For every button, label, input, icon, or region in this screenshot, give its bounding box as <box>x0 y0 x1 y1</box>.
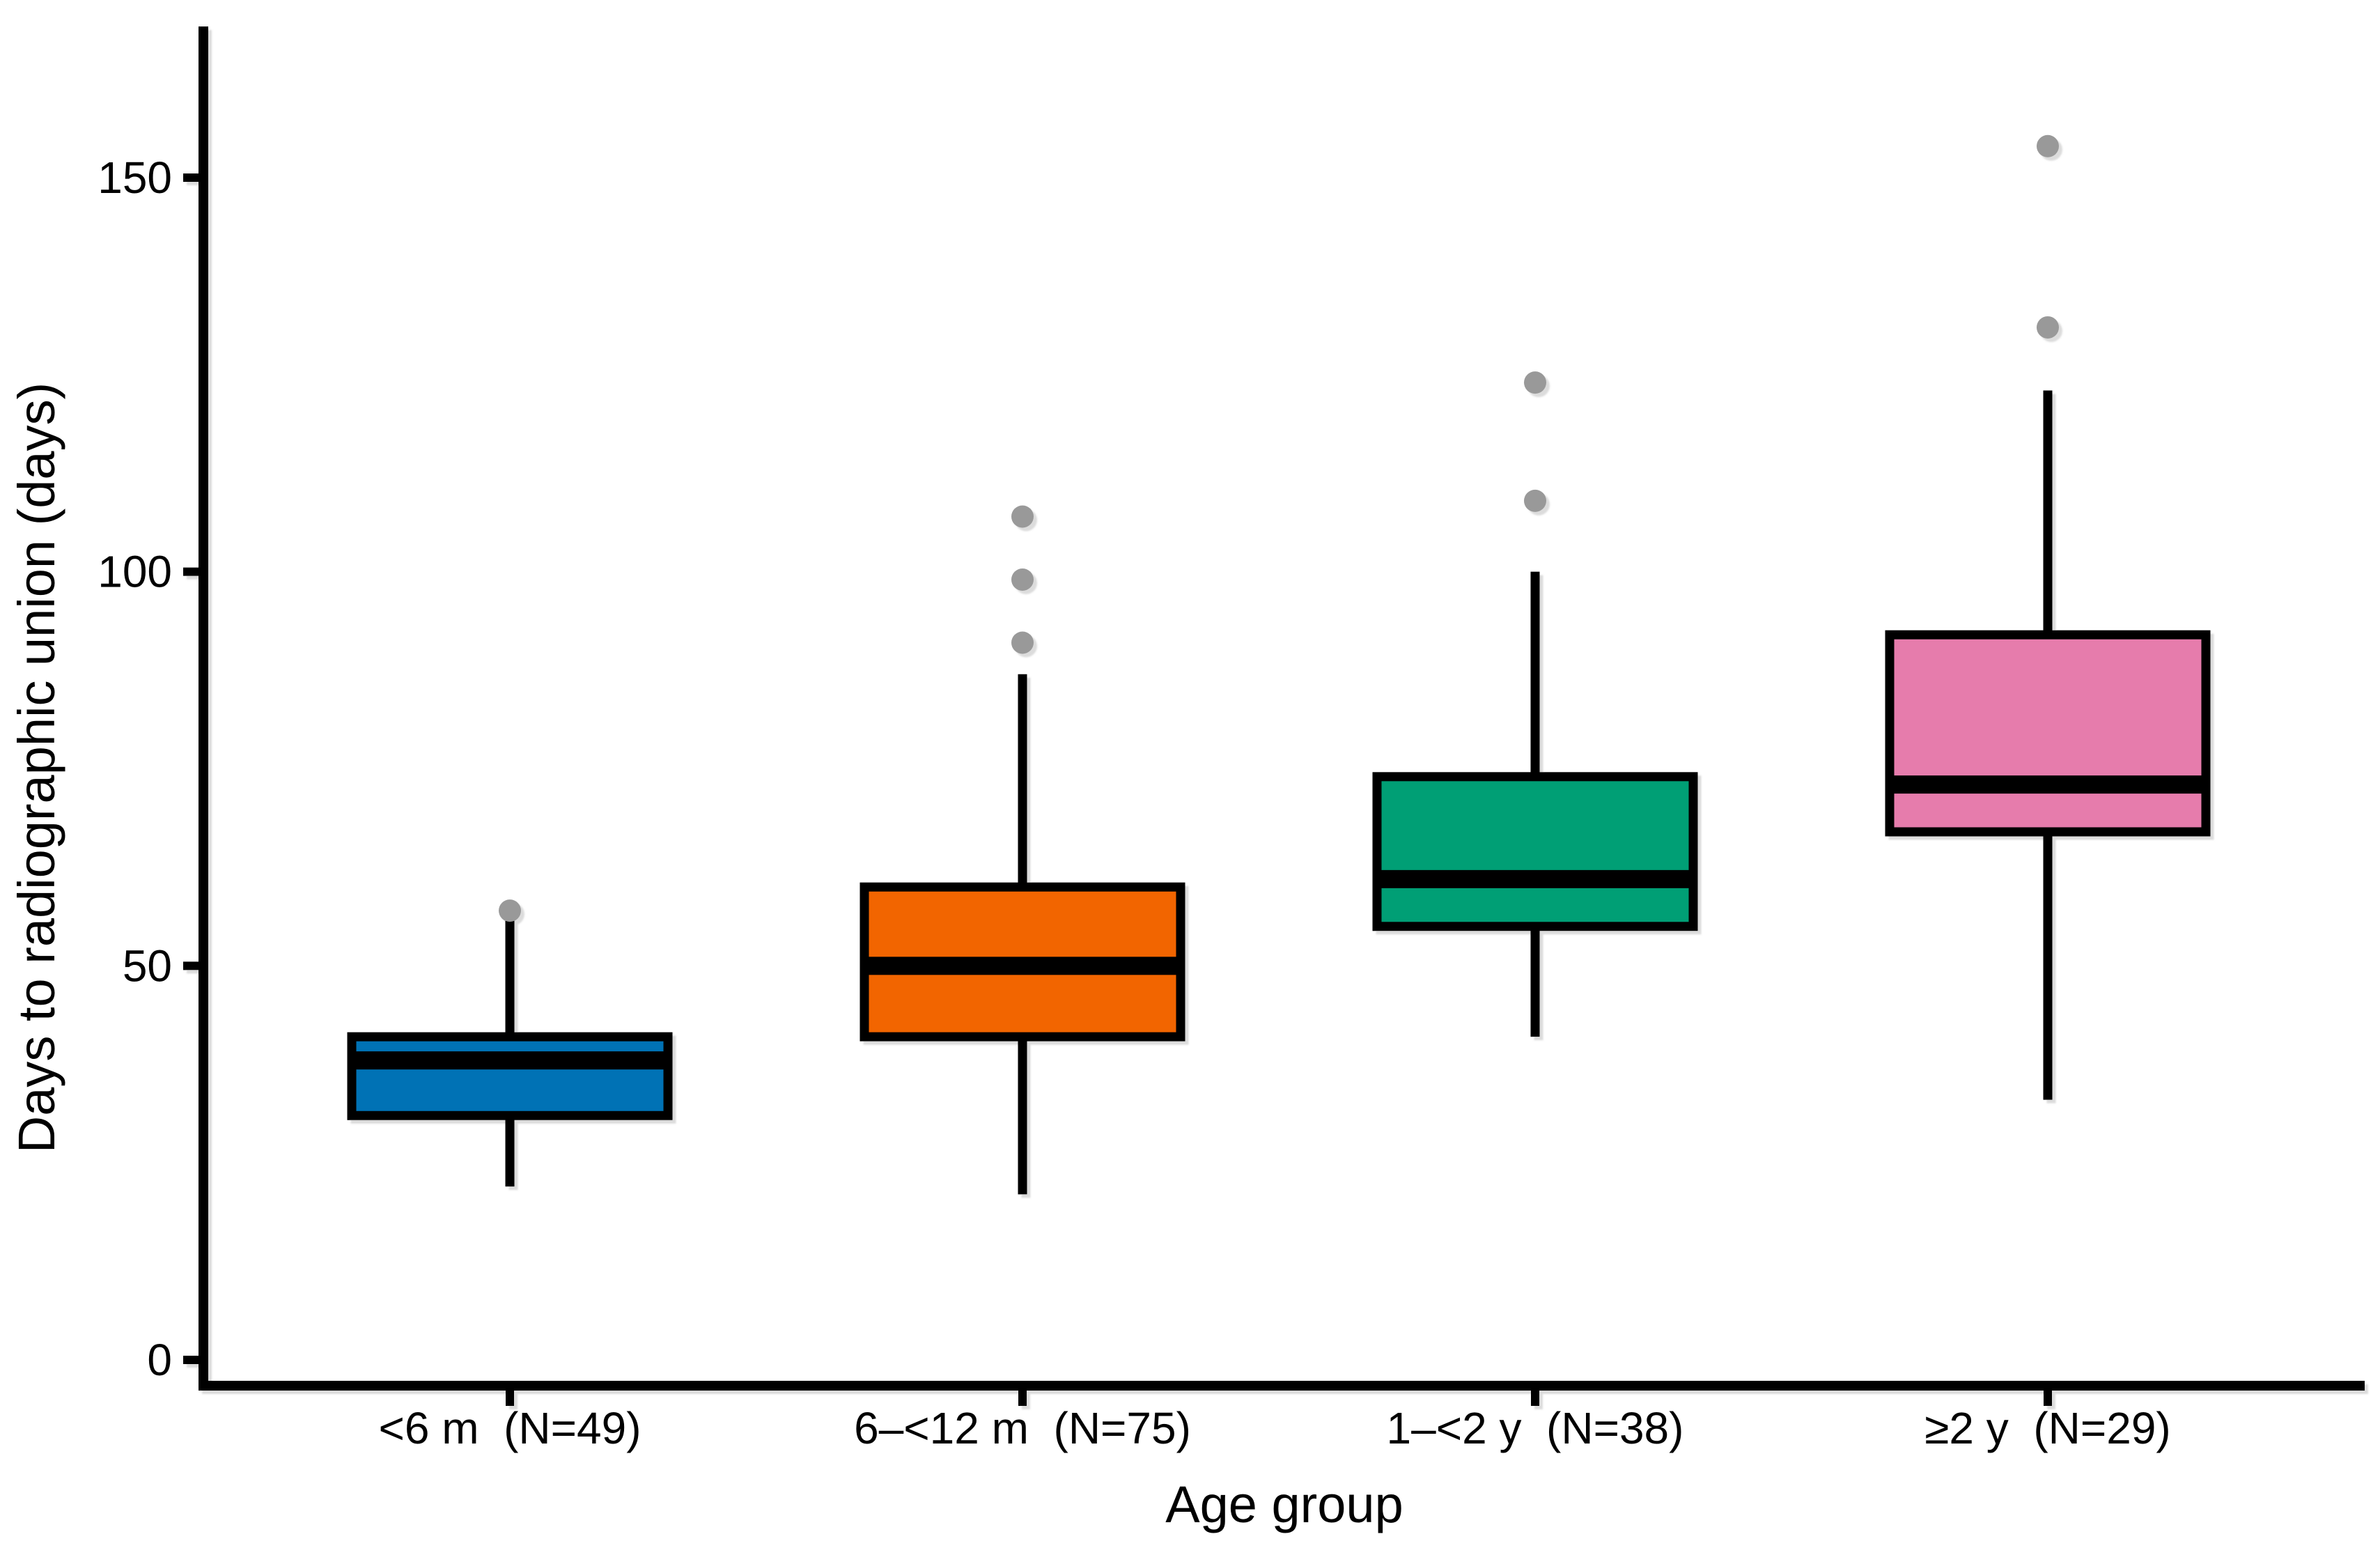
y-axis-title: Days to radiographic union (days) <box>8 382 65 1153</box>
x-tick-label: <6 m (N=49) <box>378 1403 641 1453</box>
outlier-dot <box>1011 505 1034 528</box>
box-rect <box>1372 772 1698 931</box>
y-tick-label: 150 <box>98 153 172 203</box>
x-tick-label: 6–<12 m (N=75) <box>854 1403 1191 1453</box>
y-tick-label: 100 <box>98 547 172 597</box>
x-tick-label: ≥2 y (N=29) <box>1924 1403 2170 1453</box>
y-tick-label: 50 <box>123 941 172 991</box>
outlier-dot <box>1524 489 1546 512</box>
x-axis-title: Age group <box>1165 1476 1403 1533</box>
outlier-dot <box>2037 316 2059 339</box>
outlier-dot <box>1011 568 1034 591</box>
x-tick-label: 1–<2 y (N=38) <box>1387 1403 1684 1453</box>
outlier-dot <box>1011 631 1034 654</box>
plot-area <box>183 26 2365 1406</box>
box-rect <box>347 1032 673 1120</box>
y-tick-label: 0 <box>147 1335 172 1385</box>
outlier-dot <box>499 899 521 922</box>
axis-text-layer: 0 50 100 150 <6 m (N=49) 6–<12 m (N=75) 1–<2 y… <box>98 153 2171 1453</box>
outlier-dot <box>2037 134 2059 157</box>
box-rect <box>1885 630 2211 837</box>
outlier-dot <box>1524 371 1546 394</box>
